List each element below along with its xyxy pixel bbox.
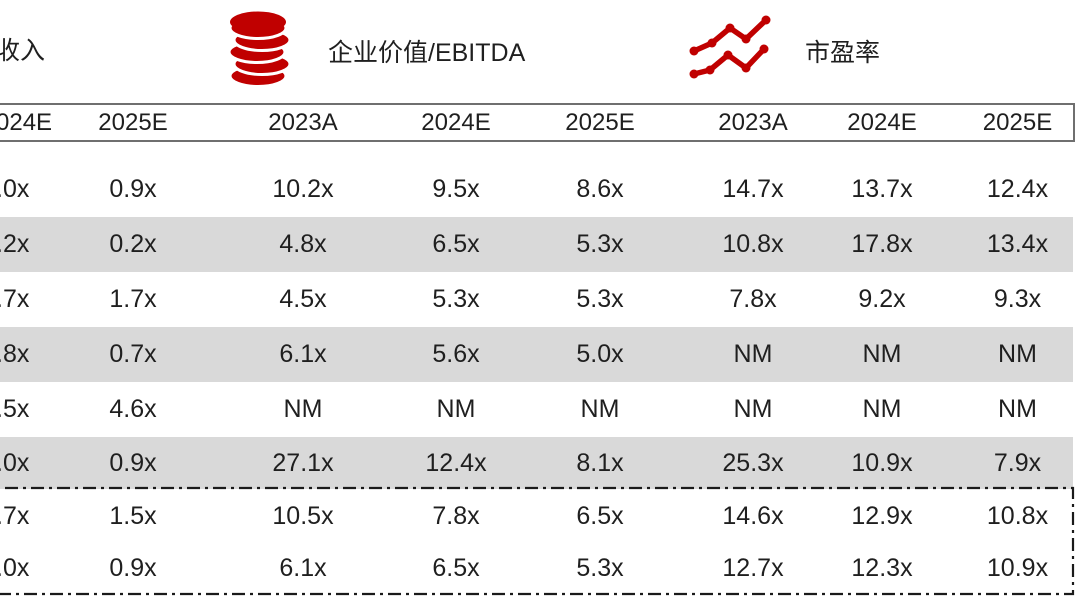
column-header: 024E <box>0 108 53 136</box>
table-cell: .0x <box>0 175 30 203</box>
table-cell: NM <box>998 340 1037 368</box>
table-cell: NM <box>580 395 620 423</box>
column-header: 2025E <box>565 108 635 136</box>
column-header: 2024E <box>421 108 491 136</box>
table-cell: 10.8x <box>722 230 784 258</box>
group-title-ev-revenue: /收入 <box>0 37 45 65</box>
header-row: 024E 2025E 2023A 2024E 2025E 2023A 2024E 2025E <box>0 106 1073 139</box>
table-cell: 5.3x <box>432 285 480 313</box>
table-cell: 27.1x <box>272 448 334 477</box>
table-row: .7x 1.7x 4.5x 5.3x 5.3x 7.8x 9.2x 9.3x <box>0 272 1073 327</box>
table-cell: 10.5x <box>272 502 334 530</box>
table-cell: 4.5x <box>279 285 327 313</box>
table-cell: 17.8x <box>851 230 913 258</box>
table-cell: 6.1x <box>279 553 327 582</box>
group-title-ev-ebitda: 企业价值/EBITDA <box>328 39 526 67</box>
table-cell: NM <box>862 340 902 368</box>
table-cell: 13.4x <box>986 230 1049 258</box>
table-cell: 5.0x <box>576 340 624 368</box>
table-cell: 0.2x <box>109 230 157 258</box>
table-cell: 9.2x <box>858 285 906 313</box>
table-cell: 7.8x <box>729 285 777 313</box>
table-cell: 1.5x <box>109 502 157 530</box>
table-cell: 10.9x <box>986 553 1049 582</box>
table-cell: 5.3x <box>576 285 624 313</box>
table-cell: 12.7x <box>722 553 784 582</box>
table-cell: 12.4x <box>986 175 1049 203</box>
column-header: 2023A <box>718 108 788 136</box>
table-cell: 10.9x <box>851 448 913 477</box>
column-header: 2024E <box>847 108 917 136</box>
table-cell: .8x <box>0 340 30 368</box>
table-row: .8x 0.7x 6.1x 5.6x 5.0x NM NM NM <box>0 327 1073 382</box>
column-header: 2025E <box>98 108 168 136</box>
table-cell: 6.5x <box>576 502 624 530</box>
table-cell: NM <box>436 395 476 423</box>
table-cell: 12.9x <box>851 502 913 530</box>
table-cell: 6.1x <box>279 340 327 368</box>
table-cell: NM <box>998 395 1037 423</box>
table-cell: NM <box>862 395 902 423</box>
table-cell: .7x <box>0 285 30 313</box>
table-cell: 0.7x <box>109 340 157 368</box>
table-cell: .0x <box>0 448 30 477</box>
table-cell: .5x <box>0 395 30 423</box>
table-cell: NM <box>283 395 323 423</box>
table-cell: 10.8x <box>986 502 1049 530</box>
table-cell: 12.3x <box>851 553 913 582</box>
table-cell: 4.6x <box>109 395 157 423</box>
table-cell: 5.6x <box>432 340 480 368</box>
table-cell: 13.7x <box>851 175 913 203</box>
table-cell: 12.4x <box>425 448 487 477</box>
table-cell: NM <box>733 340 773 368</box>
table-cell: 9.5x <box>432 175 480 203</box>
table-row: .2x 0.2x 4.8x 6.5x 5.3x 10.8x 17.8x 13.4x <box>0 217 1073 272</box>
table-row: .7x 1.5x 10.5x 7.8x 6.5x 14.6x 12.9x 10.8x <box>0 489 1073 544</box>
table-cell: 0.9x <box>109 553 157 582</box>
table-cell: 7.8x <box>432 502 480 530</box>
column-header: 2025E <box>982 108 1053 136</box>
table-cell: 7.9x <box>993 448 1042 477</box>
table-row: .0x 0.9x 6.1x 6.5x 5.3x 12.7x 12.3x 10.9x <box>0 544 1073 592</box>
table-cell: .7x <box>0 502 30 530</box>
table-row: .0x 0.9x 27.1x 12.4x 8.1x 25.3x 10.9x 7.9x <box>0 437 1073 489</box>
table-cell: 5.3x <box>576 553 624 582</box>
table-cell: 9.3x <box>993 285 1042 313</box>
table-cell: 0.9x <box>109 448 157 477</box>
table-cell: 0.9x <box>109 175 157 203</box>
table-body: .0x 0.9x 10.2x 9.5x 8.6x 14.7x 13.7x 12.4x .2x 0.… <box>0 162 1073 592</box>
table-cell: 6.5x <box>432 230 480 258</box>
table-cell: NM <box>733 395 773 423</box>
table-cell: 14.6x <box>722 502 784 530</box>
table-cell: 4.8x <box>279 230 327 258</box>
table-cell: 1.7x <box>109 285 157 313</box>
table-cell: .0x <box>0 553 30 582</box>
table-row: .5x 4.6x NM NM NM NM NM NM <box>0 382 1073 437</box>
table-cell: 8.1x <box>576 448 624 477</box>
table-cell: 25.3x <box>722 448 784 477</box>
table-cell: .2x <box>0 230 30 258</box>
column-header: 2023A <box>268 108 338 136</box>
coin-stack-icon <box>228 11 292 88</box>
table-cell: 5.3x <box>576 230 624 258</box>
line-chart-icon <box>689 15 771 79</box>
table-cell: 14.7x <box>722 175 784 203</box>
group-title-pe-ratio: 市盈率 <box>805 39 881 67</box>
header-border-box <box>0 103 1075 142</box>
table-row: .0x 0.9x 10.2x 9.5x 8.6x 14.7x 13.7x 12.4x <box>0 162 1073 217</box>
table-cell: 8.6x <box>576 175 624 203</box>
table-cell: 6.5x <box>432 553 480 582</box>
table-cell: 10.2x <box>272 175 334 203</box>
